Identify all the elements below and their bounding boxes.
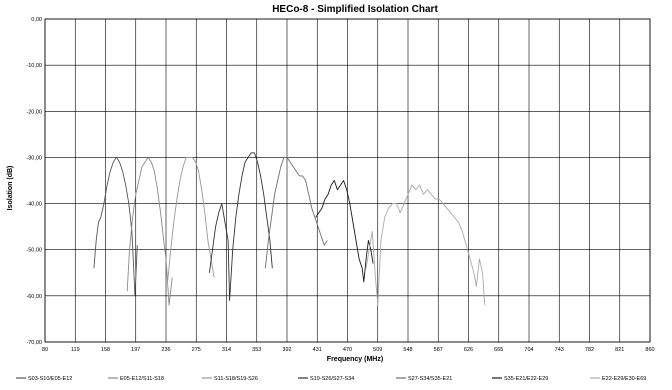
- y-axis-label: Isolation (dB): [7, 166, 14, 211]
- chart-grid: [44, 18, 651, 343]
- y-tick-label: -60,00: [26, 294, 42, 300]
- x-tick-label: 275: [192, 347, 201, 353]
- x-tick-label: 353: [252, 347, 261, 353]
- series-line-6: [315, 180, 374, 283]
- x-tick-label: 431: [313, 347, 322, 353]
- x-tick-label: 509: [373, 347, 382, 353]
- x-tick-label: 782: [585, 347, 594, 353]
- x-tick-label: 197: [131, 347, 140, 353]
- legend-entry: E05-E12/S11-S18: [120, 376, 164, 382]
- series-layer: [93, 152, 486, 306]
- series-line-5: [264, 156, 328, 269]
- legend-entry: S19-S26/S27-S34: [310, 376, 354, 382]
- chart-title: HECo-8 - Simplified Isolation Chart: [272, 4, 438, 15]
- y-tick-label: -10,00: [26, 63, 42, 69]
- x-axis-ticks: 80 119 158 197 236 275 314 353 392 431 470 509 548 58…: [42, 347, 655, 353]
- x-tick-label: 314: [222, 347, 231, 353]
- x-tick-label: 665: [494, 347, 503, 353]
- series-line-4: [208, 152, 273, 301]
- series-line-2: [126, 156, 173, 306]
- x-tick-label: 80: [42, 347, 48, 353]
- series-line-7: [365, 184, 486, 306]
- legend-entry: S27-S34/S35-E21: [408, 376, 452, 382]
- x-tick-label: 470: [343, 347, 352, 353]
- plot-area-frame: [44, 18, 651, 343]
- x-tick-label: 548: [403, 347, 412, 353]
- chart-legend: S03-S10/E05-E12 E05-E12/S11-S18 S11-S18/S1…: [16, 376, 646, 382]
- x-tick-label: 119: [71, 347, 80, 353]
- x-tick-label: 704: [524, 347, 533, 353]
- x-tick-label: 860: [645, 347, 654, 353]
- x-tick-label: 626: [464, 347, 473, 353]
- y-tick-label: -30,00: [26, 155, 42, 161]
- y-axis-ticks: 0,00 -10,00 -20,00 -30,00 -40,00 -50,00 -60,00…: [26, 17, 42, 346]
- x-tick-label: 236: [161, 347, 170, 353]
- x-tick-label: 821: [615, 347, 624, 353]
- x-tick-label: 743: [555, 347, 564, 353]
- y-tick-label: -20,00: [26, 109, 42, 115]
- legend-entry: S35-E21/E22-E29: [504, 376, 548, 382]
- x-axis-label: Frequency (MHz): [327, 356, 383, 363]
- series-line-1: [93, 156, 138, 297]
- x-tick-label: 587: [434, 347, 443, 353]
- y-tick-label: -50,00: [26, 248, 42, 254]
- y-tick-label: -70,00: [26, 340, 42, 346]
- legend-entry: S03-S10/E05-E12: [28, 376, 72, 382]
- x-tick-label: 392: [282, 347, 291, 353]
- legend-entry: E22-E29/E30-E69: [602, 376, 646, 382]
- series-line-3: [167, 156, 215, 283]
- y-tick-label: 0,00: [31, 17, 42, 23]
- x-tick-label: 158: [101, 347, 110, 353]
- legend-entry: S11-S18/S19-S26: [214, 376, 258, 382]
- y-tick-label: -40,00: [26, 202, 42, 208]
